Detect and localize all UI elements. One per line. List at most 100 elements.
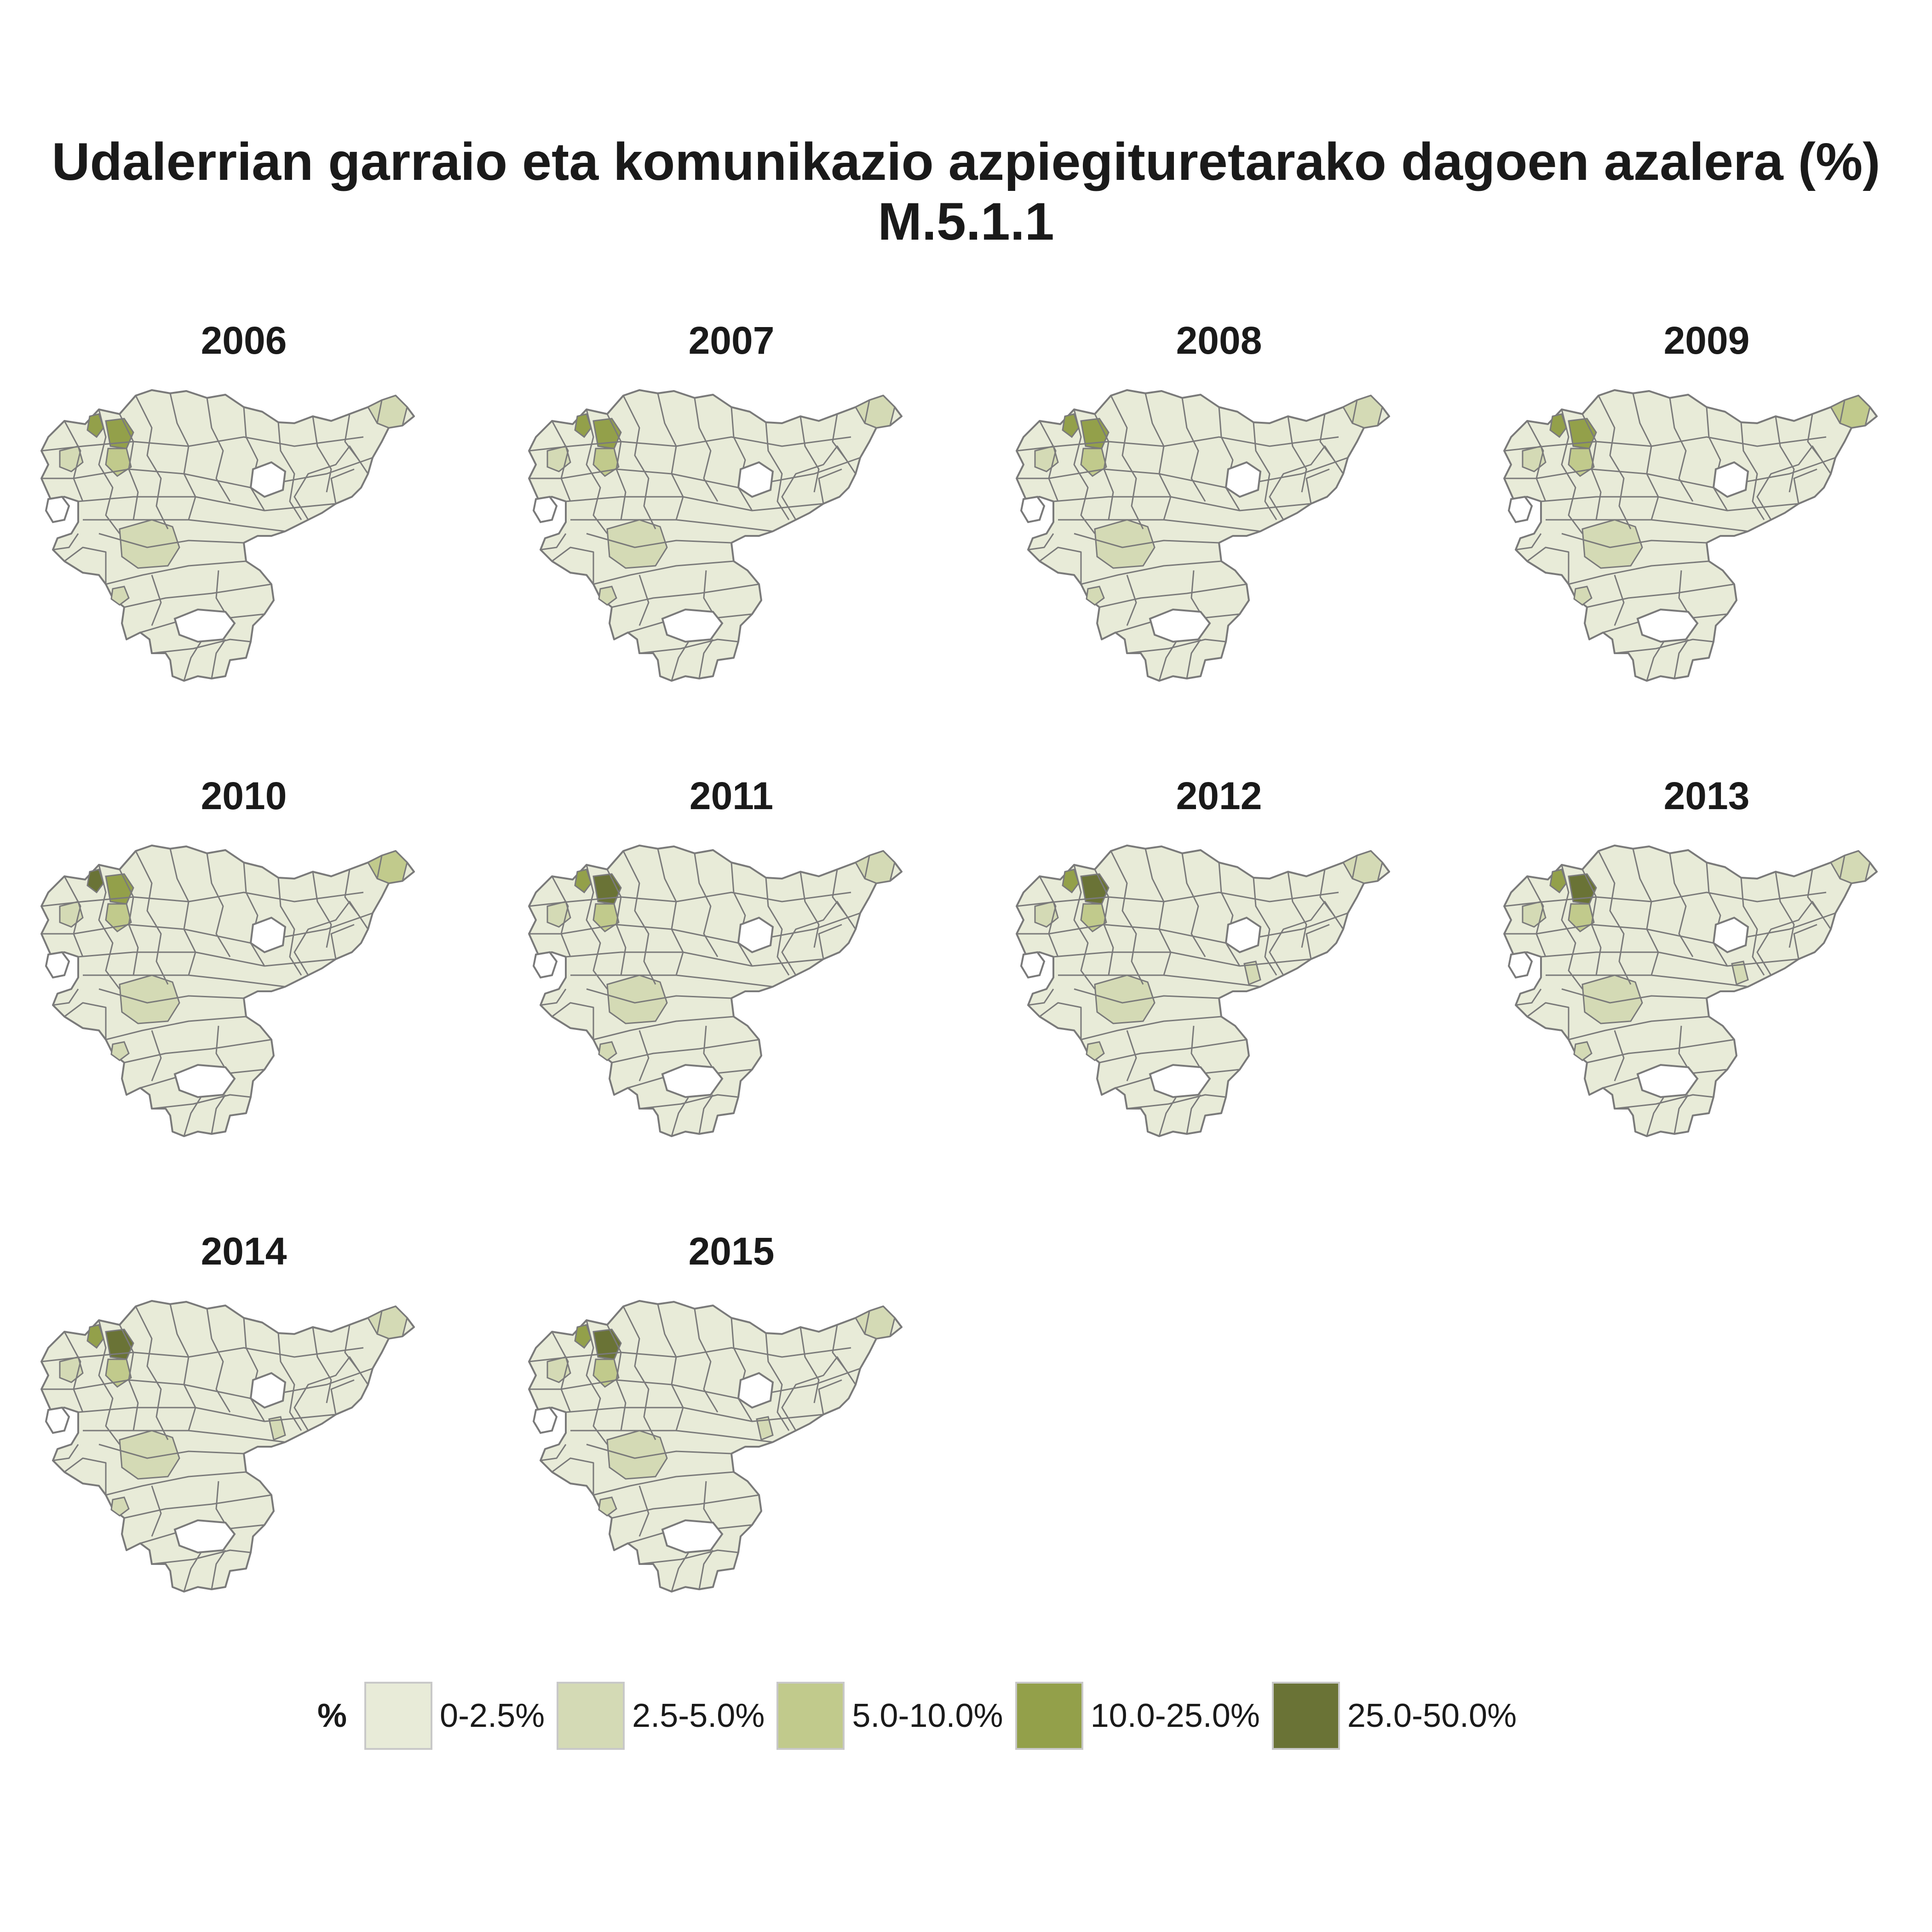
- enclave-hole: [1149, 1064, 1211, 1098]
- municipality-lasarte: [1062, 868, 1080, 894]
- municipal-boundary: [105, 1016, 247, 1041]
- municipality-bilbaoA: [1568, 873, 1597, 905]
- map-title: Udalerrian garraio eta komunikazio azpie…: [52, 132, 1880, 191]
- enclave-hole: [661, 1519, 724, 1554]
- enclave-hole: [1712, 916, 1749, 954]
- municipal-boundary: [1081, 1016, 1222, 1041]
- municipal-boundary: [1028, 533, 1054, 551]
- municipal-boundary: [657, 848, 684, 976]
- municipal-boundary: [565, 1407, 824, 1422]
- municipal-boundary: [98, 1320, 121, 1445]
- municipal-boundary: [818, 468, 842, 504]
- municipal-boundary: [1541, 496, 1799, 512]
- municipal-boundary: [1028, 989, 1054, 1006]
- municipal-boundary: [1039, 420, 1059, 502]
- municipal-boundary: [1053, 951, 1311, 967]
- municipal-boundary: [1614, 638, 1714, 654]
- municipal-boundary: [698, 1094, 714, 1134]
- municipality-lasarte: [574, 868, 592, 894]
- municipal-boundary: [529, 1368, 861, 1399]
- municipal-boundary: [622, 1306, 656, 1440]
- municipal-boundary: [639, 638, 739, 654]
- municipal-boundary: [730, 407, 753, 511]
- municipal-boundary: [330, 924, 355, 960]
- municipal-boundary: [671, 1094, 691, 1137]
- municipality-big: [119, 974, 180, 1024]
- municipality-bilbaoA: [592, 873, 622, 905]
- legend-item-3: 10.0-25.0%: [1015, 1682, 1260, 1750]
- municipal-boundary: [135, 851, 169, 985]
- municipal-boundary: [330, 1379, 355, 1415]
- municipal-boundary: [135, 1306, 169, 1440]
- municipal-boundary: [41, 457, 373, 489]
- panel-year-label: 2012: [1176, 774, 1262, 817]
- municipal-boundary: [376, 855, 389, 884]
- municipal-boundary: [730, 1317, 753, 1422]
- municipality-big: [1094, 974, 1156, 1024]
- municipal-boundary: [551, 876, 571, 957]
- municipal-boundary: [529, 1347, 851, 1363]
- legend-swatch: [364, 1682, 433, 1750]
- enclave-hole: [1020, 951, 1046, 979]
- municipal-boundary: [694, 1308, 719, 1413]
- municipal-boundary: [586, 1443, 732, 1459]
- municipality-mid: [1731, 960, 1749, 986]
- municipal-boundary: [781, 901, 857, 976]
- municipal-boundary: [1016, 436, 1339, 452]
- municipal-boundary: [41, 1368, 373, 1399]
- map-panel-2007: 2007: [501, 317, 961, 731]
- municipal-boundary: [41, 1347, 364, 1363]
- municipality-smallS: [1086, 586, 1105, 606]
- municipal-boundary: [1526, 876, 1547, 957]
- gipuzkoa-map: [40, 845, 415, 1137]
- municipal-boundary: [1351, 855, 1364, 884]
- municipal-boundary: [781, 1356, 857, 1431]
- enclave-hole: [661, 608, 724, 643]
- enclave-hole: [1020, 495, 1046, 523]
- enclave-hole: [1712, 461, 1749, 498]
- municipal-boundary: [41, 436, 364, 452]
- municipal-boundary: [540, 1444, 567, 1461]
- enclave-hole: [249, 461, 287, 498]
- municipal-boundary: [1561, 864, 1583, 989]
- enclave-hole: [45, 951, 70, 979]
- municipality-bilbaoA: [1080, 418, 1110, 449]
- map-panel-2011: 2011: [501, 773, 961, 1187]
- legend-swatch: [1271, 1682, 1340, 1750]
- panel-year-label: 2006: [201, 319, 287, 362]
- municipal-boundary: [799, 1327, 820, 1403]
- municipal-boundary: [657, 1304, 684, 1431]
- municipal-boundary: [1017, 912, 1348, 944]
- municipal-boundary: [1839, 400, 1852, 429]
- enclave-hole: [45, 495, 70, 523]
- enclave-hole: [173, 608, 236, 643]
- municipal-boundary: [1058, 974, 1261, 988]
- municipal-boundary: [529, 912, 861, 944]
- municipal-boundary: [593, 1471, 734, 1496]
- municipal-boundary: [151, 1485, 162, 1537]
- legend-item-2: 5.0-10.0%: [776, 1682, 1003, 1750]
- municipal-boundary: [1706, 407, 1728, 511]
- municipal-boundary: [1287, 871, 1307, 948]
- municipal-boundary: [52, 533, 79, 551]
- municipal-boundary: [1158, 639, 1179, 681]
- panel-year-label: 2011: [689, 774, 774, 817]
- municipality-bilbaoA: [1080, 873, 1110, 905]
- enclave-hole: [532, 1406, 558, 1434]
- municipality-lasarte: [86, 868, 104, 894]
- municipal-boundary: [552, 546, 594, 584]
- municipal-boundary: [1305, 468, 1330, 504]
- map-panel-2008: 2008: [989, 317, 1449, 731]
- panel-year-label: 2008: [1176, 319, 1262, 362]
- municipal-boundary: [1081, 560, 1222, 585]
- municipal-boundary: [1673, 639, 1689, 679]
- municipal-boundary: [78, 951, 336, 967]
- municipal-boundary: [1568, 1016, 1709, 1041]
- municipal-boundary: [206, 1308, 231, 1413]
- map-panel-2006: 2006: [14, 317, 474, 731]
- municipal-boundary: [1587, 1039, 1735, 1064]
- municipal-boundary: [551, 420, 571, 502]
- municipal-boundary: [622, 851, 656, 985]
- municipal-boundary: [206, 853, 231, 957]
- municipal-boundary: [151, 575, 162, 626]
